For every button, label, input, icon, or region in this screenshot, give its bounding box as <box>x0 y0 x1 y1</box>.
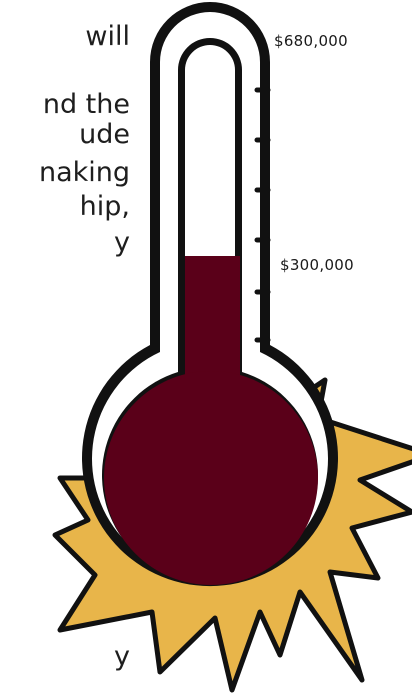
paragraph-line: hip, <box>79 191 130 222</box>
mercury-fill <box>104 256 318 585</box>
paragraph-fragment: will nd the ude naking hip, y y <box>0 0 130 698</box>
paragraph-line: y <box>114 227 130 258</box>
goal-label: $680,000 <box>274 32 348 50</box>
paragraph-line: will <box>85 21 130 52</box>
paragraph-line: ude <box>79 119 130 150</box>
tick-marks <box>254 87 271 343</box>
paragraph-line: nd the <box>42 89 130 120</box>
paragraph-line: naking <box>38 157 130 188</box>
paragraph-line: y <box>114 641 130 672</box>
current-amount-label: $300,000 <box>280 256 354 274</box>
